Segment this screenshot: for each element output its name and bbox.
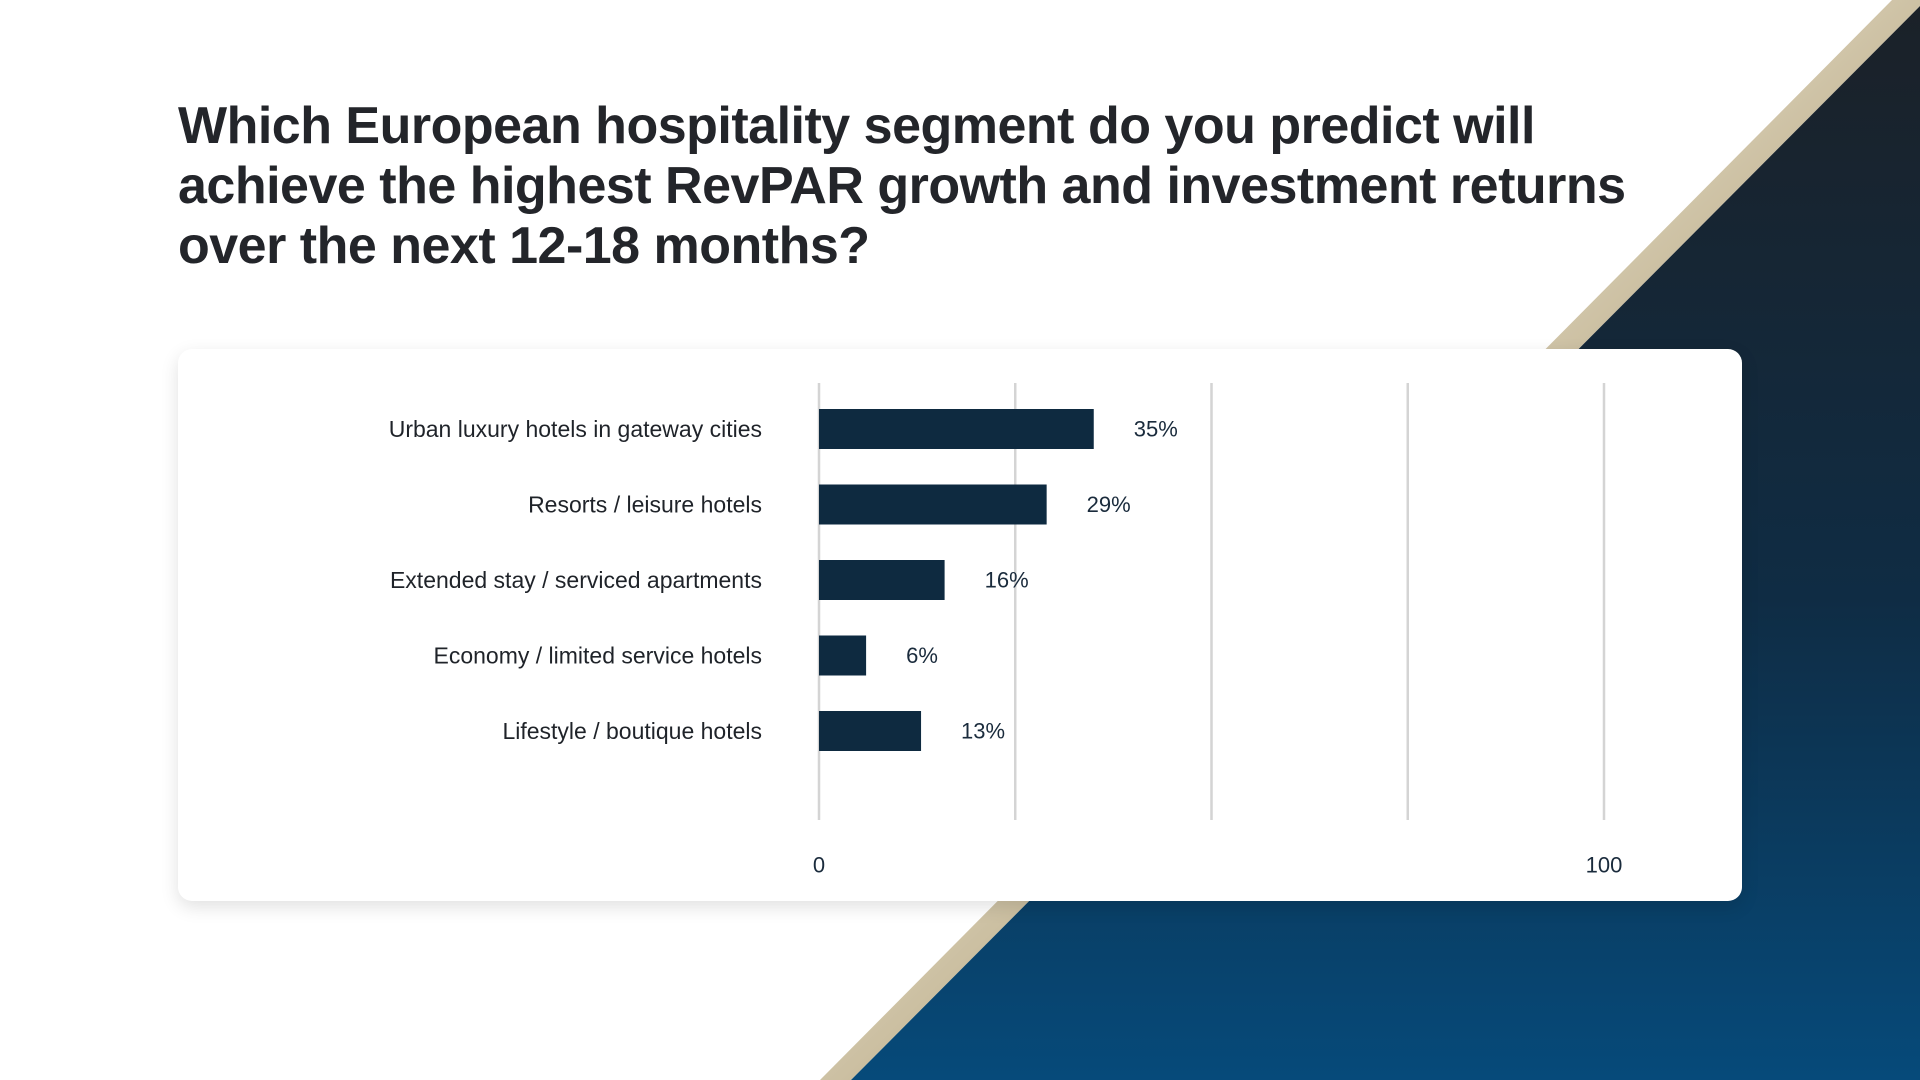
- category-label-2: Extended stay / serviced apartments: [390, 567, 762, 593]
- category-label-3: Economy / limited service hotels: [433, 643, 762, 669]
- bar-3: [819, 635, 867, 676]
- value-label-3: 6%: [906, 643, 938, 668]
- x-tick-label-0: 0: [813, 853, 825, 878]
- value-label-4: 13%: [961, 719, 1005, 744]
- value-label-1: 29%: [1087, 492, 1131, 517]
- bar-1: [819, 484, 1047, 525]
- category-label-0: Urban luxury hotels in gateway cities: [389, 416, 762, 442]
- x-tick-label-1: 100: [1586, 853, 1623, 878]
- value-label-0: 35%: [1134, 417, 1178, 442]
- category-labels: Urban luxury hotels in gateway cities Res…: [389, 416, 762, 744]
- value-label-2: 16%: [985, 568, 1029, 593]
- bar-chart: Urban luxury hotels in gateway cities Res…: [389, 383, 1622, 878]
- bars: [819, 409, 1094, 751]
- bar-4: [819, 711, 922, 751]
- category-label-1: Resorts / leisure hotels: [528, 492, 762, 518]
- value-labels: 35% 29% 16% 6% 13%: [906, 417, 1178, 744]
- question-title: Which European hospitality segment do yo…: [178, 97, 1626, 275]
- category-label-4: Lifestyle / boutique hotels: [502, 718, 762, 744]
- chart-card: Urban luxury hotels in gateway cities Res…: [178, 349, 1742, 901]
- bar-0: [819, 409, 1094, 449]
- bar-2: [819, 560, 945, 600]
- x-axis-tick-labels: 0 100: [813, 853, 1622, 878]
